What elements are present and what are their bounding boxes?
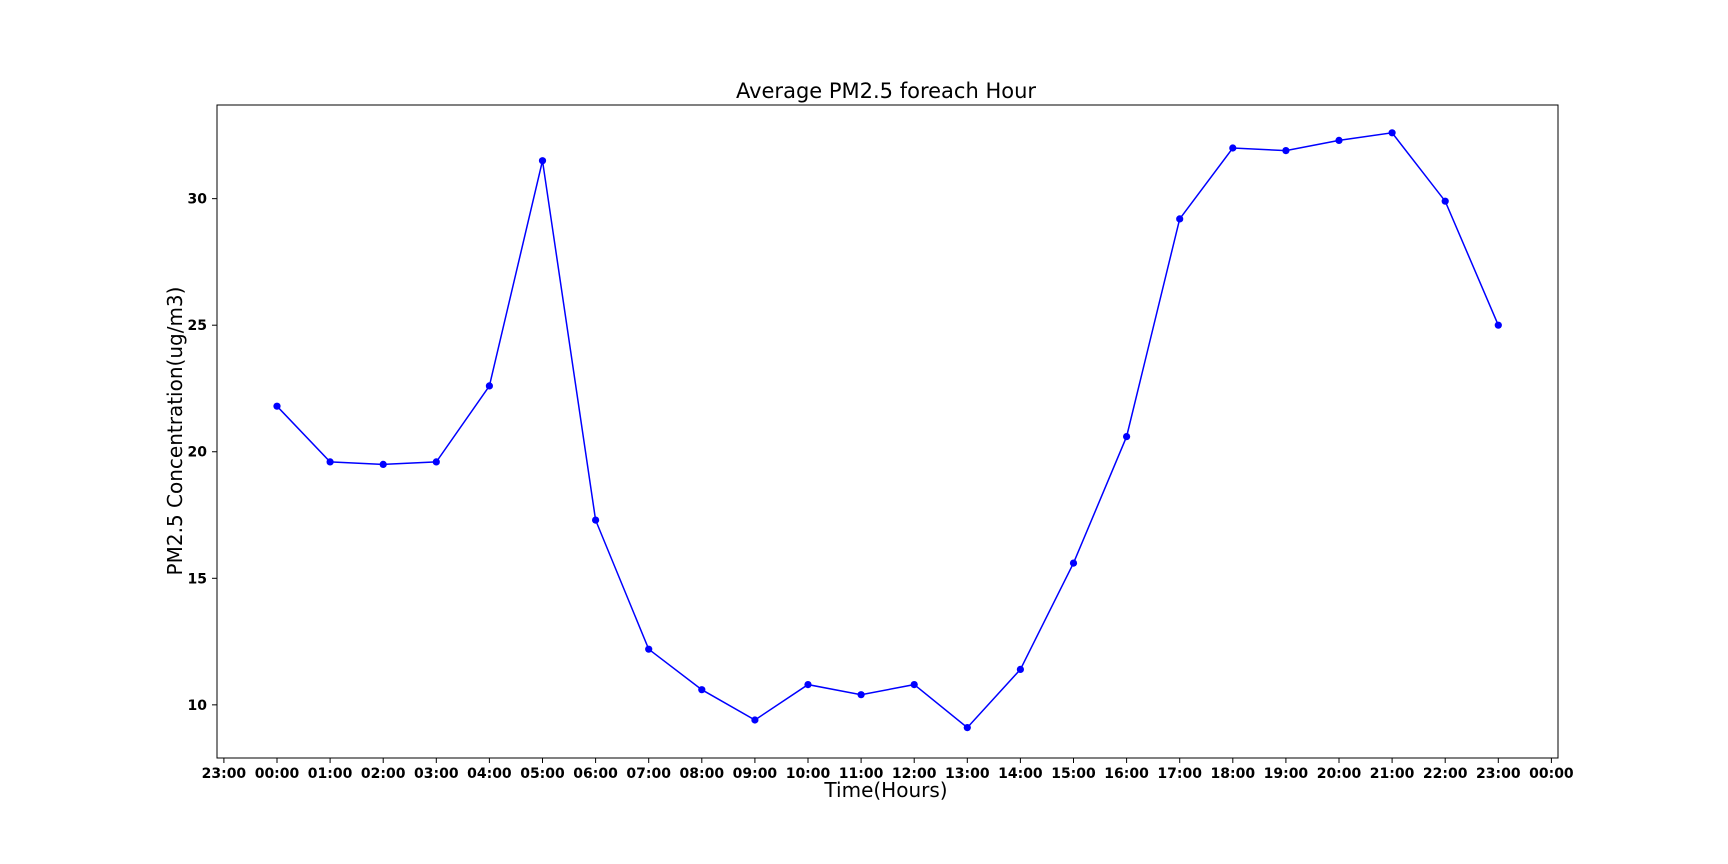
x-tick-label: 11:00	[839, 766, 884, 782]
x-tick-label: 13:00	[945, 766, 990, 782]
data-point-1800	[1229, 144, 1237, 152]
data-point-1100	[857, 691, 865, 699]
y-axis: 10 15 20 25 30	[188, 192, 217, 714]
y-tick-label: 15	[188, 571, 207, 587]
x-tick-label: 06:00	[573, 766, 618, 782]
data-point-0200	[379, 460, 387, 468]
x-axis: 23:00 00:00 01:00 02:00 03:00 04:00 05:00 06:00…	[202, 758, 1574, 782]
data-point-1000	[804, 681, 812, 689]
x-axis-label: Time(Hours)	[823, 778, 947, 802]
series-line	[276, 131, 1499, 729]
x-tick-label: 00:00	[255, 766, 300, 782]
series-markers	[273, 129, 1502, 732]
x-tick-label: 15:00	[1051, 766, 1096, 782]
x-tick-label: 07:00	[626, 766, 671, 782]
x-tick-label: 08:00	[680, 766, 725, 782]
x-tick-label: 19:00	[1264, 766, 1309, 782]
x-tick-label: 16:00	[1104, 766, 1149, 782]
x-tick-label: 03:00	[414, 766, 459, 782]
x-tick-label: 12:00	[892, 766, 937, 782]
data-point-0100	[326, 458, 334, 466]
x-tick-label: 17:00	[1157, 766, 1202, 782]
plot-area-frame	[216, 104, 1559, 759]
x-tick-label: 23:00	[1476, 766, 1521, 782]
data-point-1600	[1123, 433, 1131, 441]
data-point-2100	[1388, 129, 1396, 137]
x-tick-label: 10:00	[786, 766, 831, 782]
x-tick-label: 14:00	[998, 766, 1043, 782]
data-point-2000	[1335, 136, 1343, 144]
data-point-0700	[645, 645, 653, 653]
y-tick-label: 25	[188, 318, 207, 334]
y-tick-label: 10	[188, 698, 208, 714]
data-point-1500	[1069, 559, 1078, 567]
data-point-1400	[1016, 665, 1024, 674]
data-point-0800	[698, 686, 706, 694]
data-point-1700	[1176, 215, 1184, 223]
x-tick-label: 05:00	[520, 766, 565, 782]
x-tick-label: 02:00	[361, 766, 406, 782]
data-point-2200	[1441, 197, 1449, 205]
y-tick-label: 20	[188, 445, 208, 461]
x-tick-label: 00:00	[1529, 766, 1574, 782]
chart-title: Average PM2.5 foreach Hour	[736, 79, 1036, 103]
data-point-2300	[1494, 321, 1502, 329]
y-axis-label: PM2.5 Concentration(ug/m3)	[163, 287, 187, 576]
data-point-1200	[910, 681, 918, 689]
data-point-1900	[1282, 147, 1290, 155]
x-tick-label: 22:00	[1423, 766, 1468, 782]
x-tick-label: 21:00	[1370, 766, 1415, 782]
x-tick-label: 23:00	[202, 766, 247, 782]
x-tick-label: 20:00	[1317, 766, 1362, 782]
data-point-0600	[592, 516, 600, 524]
data-point-0300	[432, 458, 440, 466]
data-point-0000	[273, 402, 281, 410]
x-tick-label: 09:00	[733, 766, 778, 782]
data-point-0900	[751, 716, 759, 724]
x-tick-label: 18:00	[1211, 766, 1256, 782]
x-tick-label: 04:00	[467, 766, 512, 782]
y-tick-label: 30	[188, 192, 208, 208]
x-tick-label: 01:00	[308, 766, 353, 782]
data-point-0400	[485, 382, 493, 390]
data-point-1300	[963, 724, 971, 732]
data-point-0500	[538, 157, 547, 165]
